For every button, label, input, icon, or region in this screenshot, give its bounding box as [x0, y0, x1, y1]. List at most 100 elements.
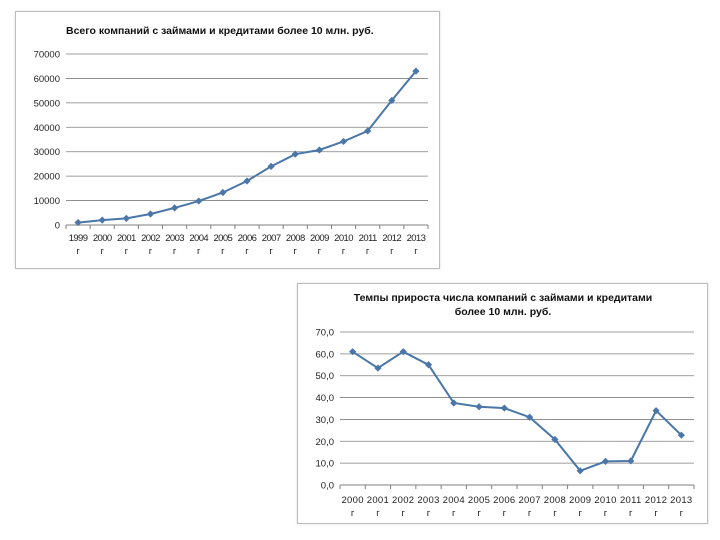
chart-growth-rate: Темпы прироста числа компаний с займами … — [297, 283, 708, 524]
data-point — [291, 150, 299, 158]
data-point — [677, 431, 685, 439]
x-tick-suffix: г — [376, 508, 380, 519]
x-tick-suffix: г — [477, 508, 481, 519]
x-tick-suffix: г — [604, 508, 608, 519]
x-tick-suffix: г — [245, 246, 249, 257]
x-tick-label: 2011 — [359, 233, 377, 244]
x-tick-suffix: г — [414, 246, 418, 257]
x-tick-suffix: г — [680, 508, 684, 519]
x-tick-suffix: г — [269, 246, 273, 257]
x-tick-label: 2001 — [117, 233, 136, 244]
x-tick-label: 2003 — [417, 495, 439, 506]
x-tick-suffix: г — [452, 508, 456, 519]
chart-growth-rate-svg: Темпы прироста числа компаний с займами … — [316, 292, 695, 519]
x-tick-suffix: г — [390, 246, 394, 257]
x-tick-label: 2005 — [468, 495, 490, 506]
x-tick-suffix: г — [100, 246, 104, 257]
data-point — [243, 177, 251, 185]
chart-total-companies-svg: Всего компаний с займами и кредитами бол… — [34, 25, 429, 257]
data-point — [576, 467, 584, 475]
x-tick-label: 2010 — [594, 495, 616, 506]
data-point — [98, 216, 106, 224]
x-tick-label: 2012 — [645, 495, 667, 506]
series-line — [352, 350, 683, 472]
data-point — [339, 137, 348, 146]
y-tick-label: 50,0 — [316, 371, 335, 382]
x-tick-label: 2003 — [165, 233, 184, 244]
x-tick-label: 2000 — [93, 233, 112, 244]
x-tick-label: 2011 — [620, 495, 642, 506]
data-point — [601, 457, 610, 465]
x-tick-suffix: г — [342, 246, 346, 257]
x-tick-suffix: г — [503, 508, 507, 519]
x-tick-label: 2001 — [367, 495, 389, 506]
data-point — [627, 457, 635, 465]
data-point — [412, 67, 420, 75]
x-tick-suffix: г — [173, 246, 177, 257]
chart-total-companies: Всего компаний с займами и кредитами бол… — [15, 11, 440, 269]
data-point — [315, 146, 323, 154]
y-tick-label: 10000 — [34, 196, 60, 207]
x-tick-label: 2004 — [189, 233, 208, 244]
x-tick-label: 2008 — [544, 495, 566, 506]
data-point — [388, 96, 396, 105]
x-tick-label: 2013 — [407, 233, 426, 244]
x-tick-suffix: г — [629, 508, 633, 519]
data-point — [424, 361, 433, 369]
x-tick-label: 1999 — [69, 233, 88, 244]
x-tick-label: 2006 — [493, 495, 515, 506]
y-tick-label: 40000 — [34, 123, 60, 134]
y-tick-label: 30,0 — [316, 415, 335, 426]
data-point — [122, 214, 130, 223]
x-tick-label: 2000 — [341, 495, 363, 506]
x-tick-label: 2009 — [569, 495, 591, 506]
x-tick-suffix: г — [125, 246, 129, 257]
y-tick-label: 20,0 — [316, 437, 335, 448]
chart-title: Всего компаний с займами и кредитами бол… — [66, 25, 374, 37]
x-tick-suffix: г — [528, 508, 532, 519]
x-tick-label: 2005 — [213, 233, 232, 244]
x-tick-label: 2004 — [443, 495, 465, 506]
x-tick-suffix: г — [351, 508, 355, 519]
y-tick-label: 30000 — [34, 147, 60, 158]
y-tick-label: 70000 — [34, 50, 60, 61]
data-point — [475, 403, 483, 411]
x-tick-suffix: г — [149, 246, 153, 257]
data-point — [551, 435, 559, 444]
data-point — [219, 188, 227, 197]
data-point — [500, 404, 508, 412]
y-tick-label: 40,0 — [316, 393, 335, 404]
x-tick-label: 2007 — [262, 233, 281, 244]
data-point — [652, 407, 660, 415]
x-tick-label: 2009 — [310, 233, 329, 244]
x-tick-suffix: г — [318, 246, 322, 257]
data-point — [267, 162, 275, 170]
y-tick-label: 60000 — [34, 74, 60, 85]
x-tick-label: 2007 — [518, 495, 540, 506]
y-tick-label: 70,0 — [316, 328, 335, 339]
x-tick-label: 2008 — [286, 233, 305, 244]
series-line — [77, 70, 417, 224]
x-tick-suffix: г — [578, 508, 582, 519]
y-tick-label: 0,0 — [321, 481, 334, 492]
data-point — [195, 197, 203, 205]
x-tick-suffix: г — [197, 246, 201, 257]
x-tick-suffix: г — [221, 246, 225, 257]
x-tick-suffix: г — [294, 246, 298, 257]
x-tick-label: 2010 — [334, 233, 353, 244]
y-tick-label: 50000 — [34, 98, 60, 109]
y-tick-label: 0 — [55, 221, 60, 232]
x-tick-suffix: г — [553, 508, 557, 519]
x-tick-label: 2002 — [141, 233, 160, 244]
data-point — [146, 210, 155, 218]
x-tick-suffix: г — [76, 246, 80, 257]
chart-title-line-1: Темпы прироста числа компаний с займами … — [354, 292, 653, 304]
x-tick-label: 2012 — [382, 233, 401, 244]
x-tick-label: 2013 — [670, 495, 692, 506]
data-point — [171, 204, 179, 212]
x-tick-suffix: г — [401, 508, 405, 519]
x-tick-label: 2002 — [392, 495, 414, 506]
x-tick-suffix: г — [366, 246, 370, 257]
y-tick-label: 60,0 — [316, 349, 335, 360]
chart-title-line-2: более 10 млн. руб. — [455, 306, 552, 318]
